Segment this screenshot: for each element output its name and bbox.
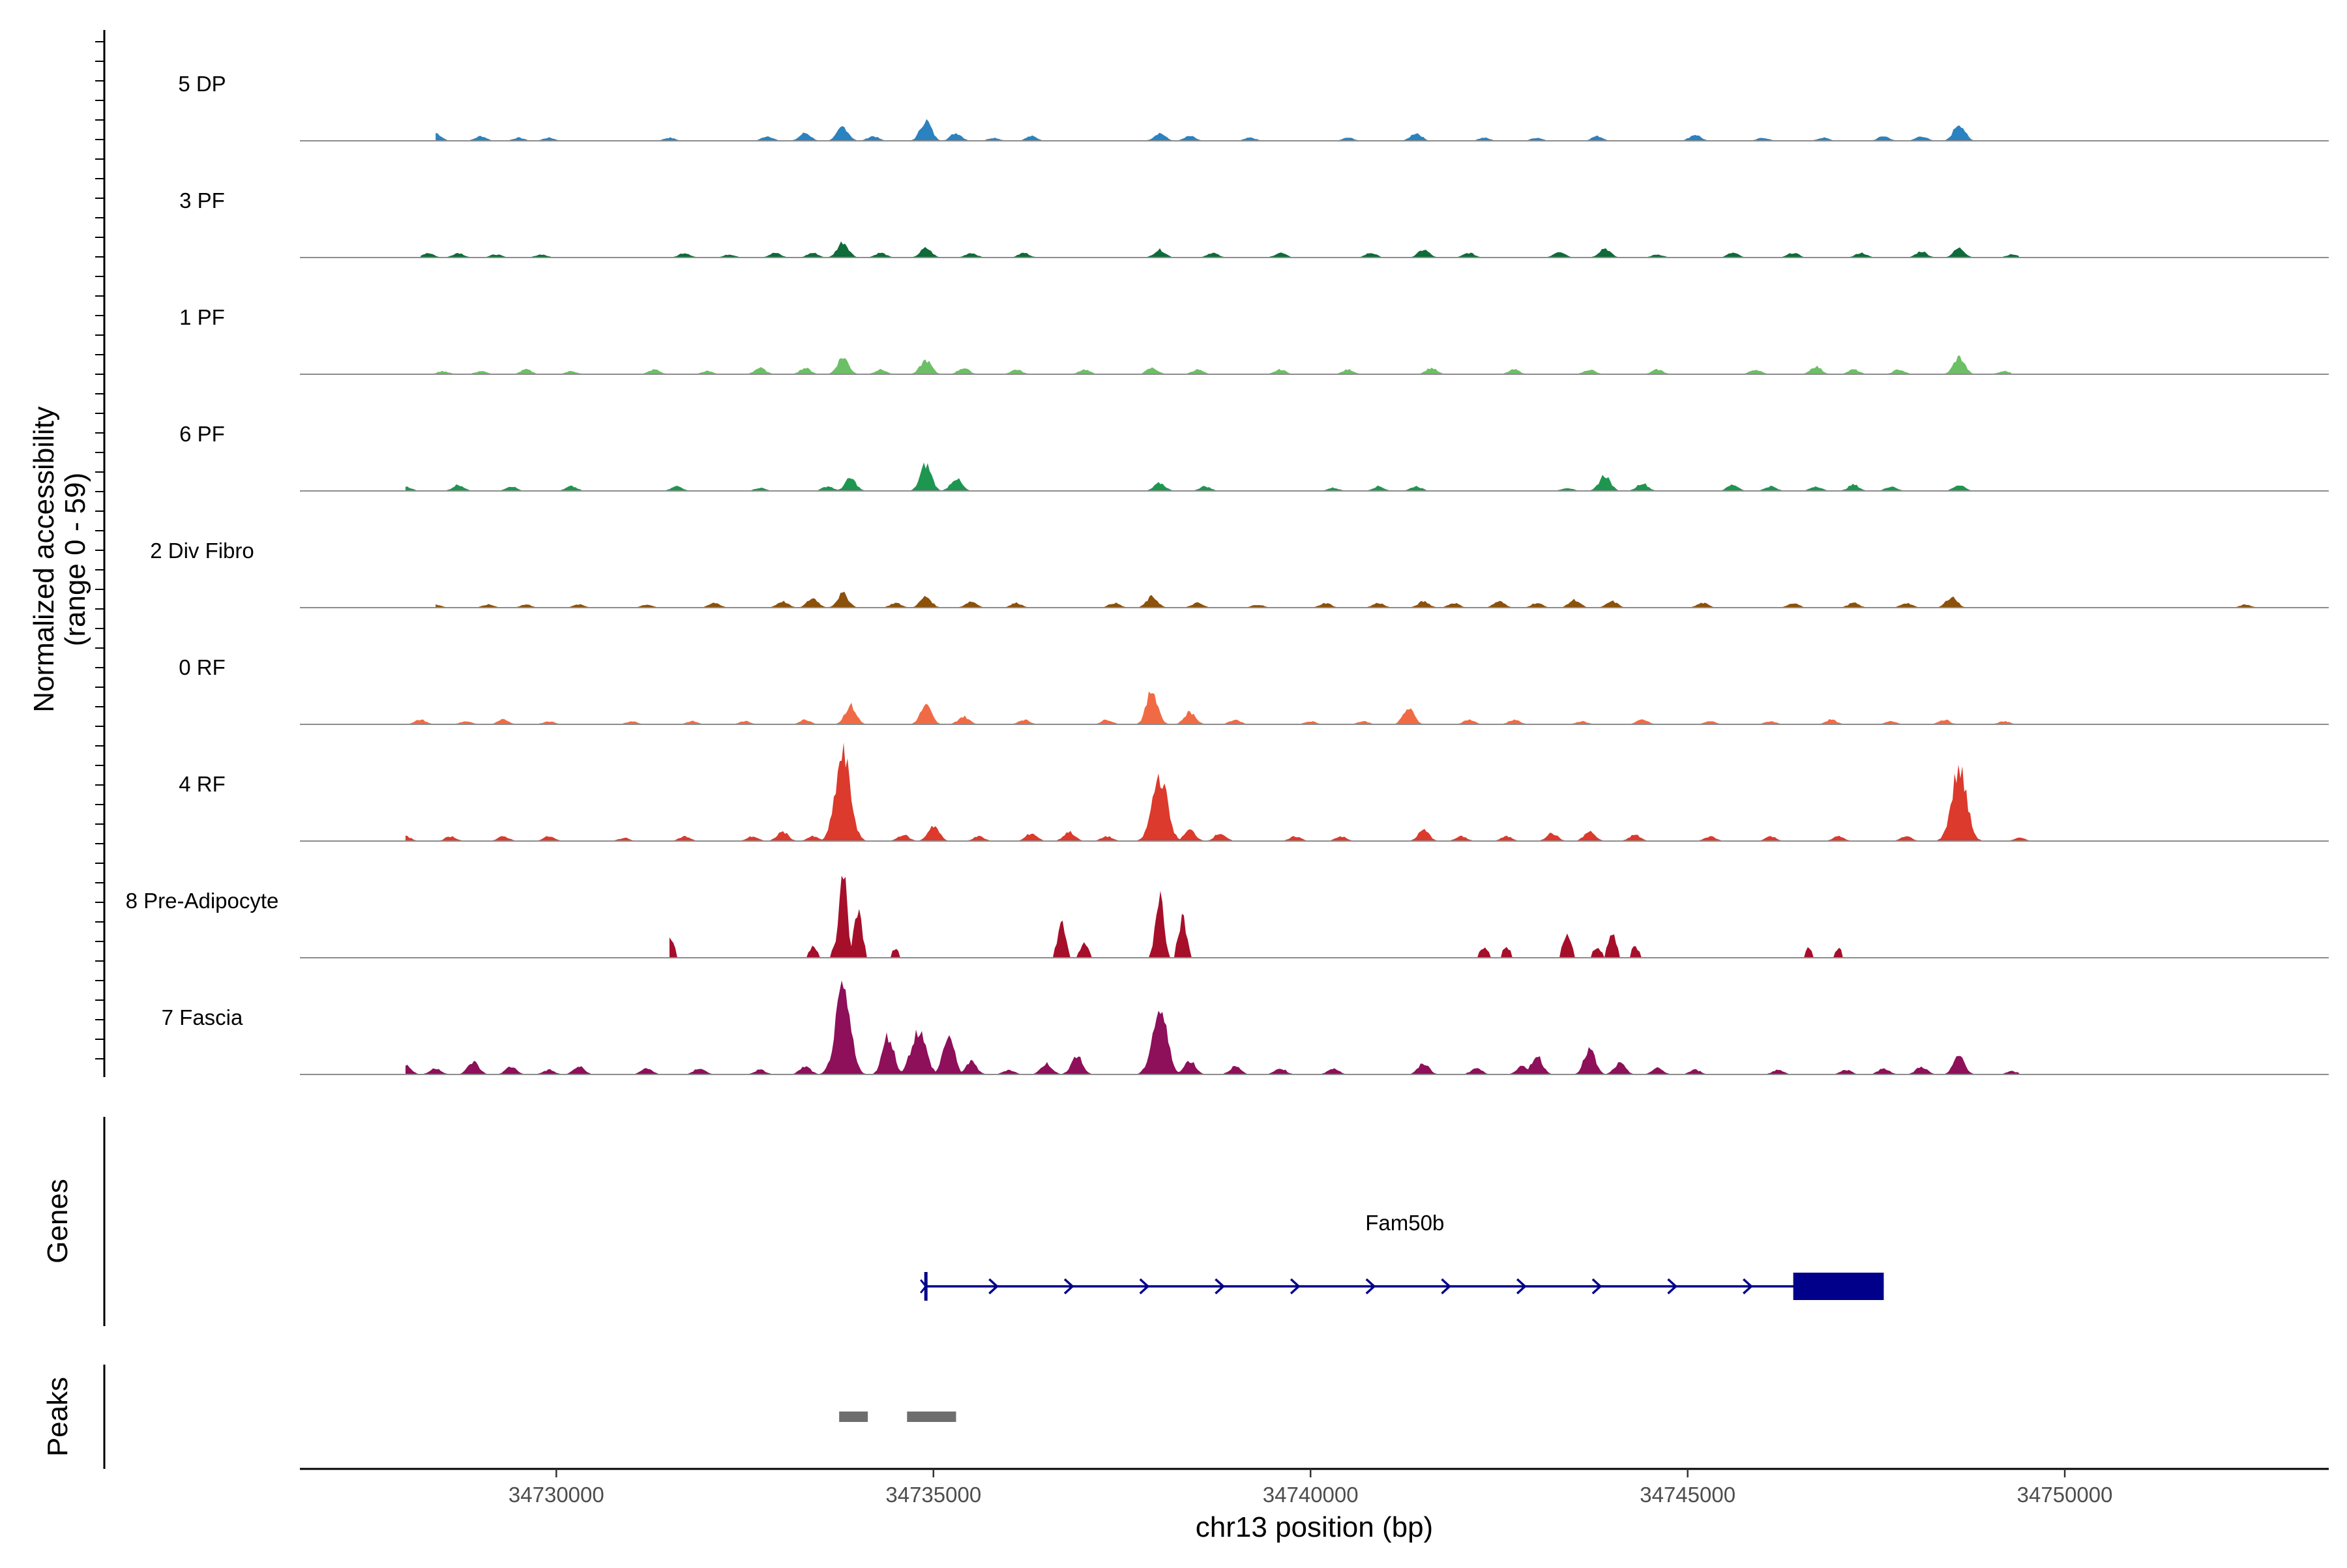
gene-strand-arrow (1441, 1278, 1452, 1295)
gene-strand-arrow (1365, 1278, 1376, 1295)
tracks-y-axis-ticks (95, 41, 104, 1059)
x-tick-label: 34745000 (1640, 1483, 1735, 1507)
peaks-track (839, 1412, 956, 1422)
peak-region (839, 1412, 868, 1422)
track-label: 0 RF (179, 655, 226, 679)
y-axis-title: Normalized accessibility (28, 406, 60, 712)
x-tick-label: 34735000 (885, 1483, 981, 1507)
gene-strand-arrow (1667, 1278, 1678, 1295)
gene-strand-arrow (1063, 1278, 1074, 1295)
track-5-dp: 5 DP (178, 72, 2329, 141)
track-8-pre-adipocyte: 8 Pre-Adipocyte (126, 876, 2329, 958)
gene-strand-arrow (1139, 1278, 1150, 1295)
coverage-area (421, 241, 2020, 258)
track-1-pf: 1 PF (179, 305, 2329, 375)
track-2-div-fibro: 2 Div Fibro (150, 539, 2329, 608)
coverage-area (435, 591, 2261, 608)
gene-exon (1793, 1273, 1884, 1300)
peaks-track-title: Peaks (42, 1377, 74, 1457)
coverage-area (406, 980, 2020, 1074)
track-label: 4 RF (179, 772, 226, 796)
track-6-pf: 6 PF (179, 422, 2329, 492)
y-axis-subtitle: (range 0 - 59) (59, 473, 91, 647)
x-tick-label: 34750000 (2017, 1483, 2113, 1507)
track-label: 3 PF (179, 188, 225, 213)
peak-region (907, 1412, 956, 1422)
x-axis-ticks: 34730000 34735000 34740000 34745000 34750000 (509, 1469, 2113, 1507)
x-tick-label: 34730000 (509, 1483, 604, 1507)
coverage-area (406, 742, 2035, 841)
gene-strand-arrow (1743, 1278, 1753, 1295)
track-label: 8 Pre-Adipocyte (126, 889, 279, 913)
gene-strand-arrow (1591, 1278, 1602, 1295)
track-label: 6 PF (179, 422, 225, 446)
track-label: 7 Fascia (162, 1005, 243, 1029)
track-3-pf: 3 PF (179, 188, 2329, 258)
coverage-area (421, 355, 2013, 374)
x-axis-title: chr13 position (bp) (1196, 1511, 1433, 1543)
track-label: 1 PF (179, 305, 225, 329)
gene-strand-arrow (920, 1279, 928, 1294)
track-0-rf: 0 RF (179, 655, 2329, 725)
coverage-area (435, 119, 1975, 141)
coverage-area (669, 876, 1846, 958)
genes-track-title: Genes (42, 1179, 74, 1264)
gene-track (920, 1272, 1884, 1301)
track-label: 2 Div Fibro (150, 539, 254, 563)
gene-strand-arrow (1290, 1278, 1301, 1295)
gene-strand-arrow (988, 1278, 999, 1295)
gene-label: Fam50b (1365, 1211, 1444, 1235)
gene-strand-arrow (1516, 1278, 1527, 1295)
gene-strand-arrow (1215, 1278, 1225, 1295)
coverage-area (406, 691, 2020, 724)
x-tick-label: 34740000 (1263, 1483, 1359, 1507)
track-4-rf: 4 RF (179, 742, 2329, 842)
track-7-fascia: 7 Fascia (162, 980, 2329, 1075)
track-label: 5 DP (178, 72, 226, 96)
coverage-tracks: 5 DP 3 PF 1 PF 6 PF 2 Div Fibro 0 RF 4 RF 8 Pre… (126, 72, 2329, 1075)
coverage-area (406, 462, 1975, 491)
